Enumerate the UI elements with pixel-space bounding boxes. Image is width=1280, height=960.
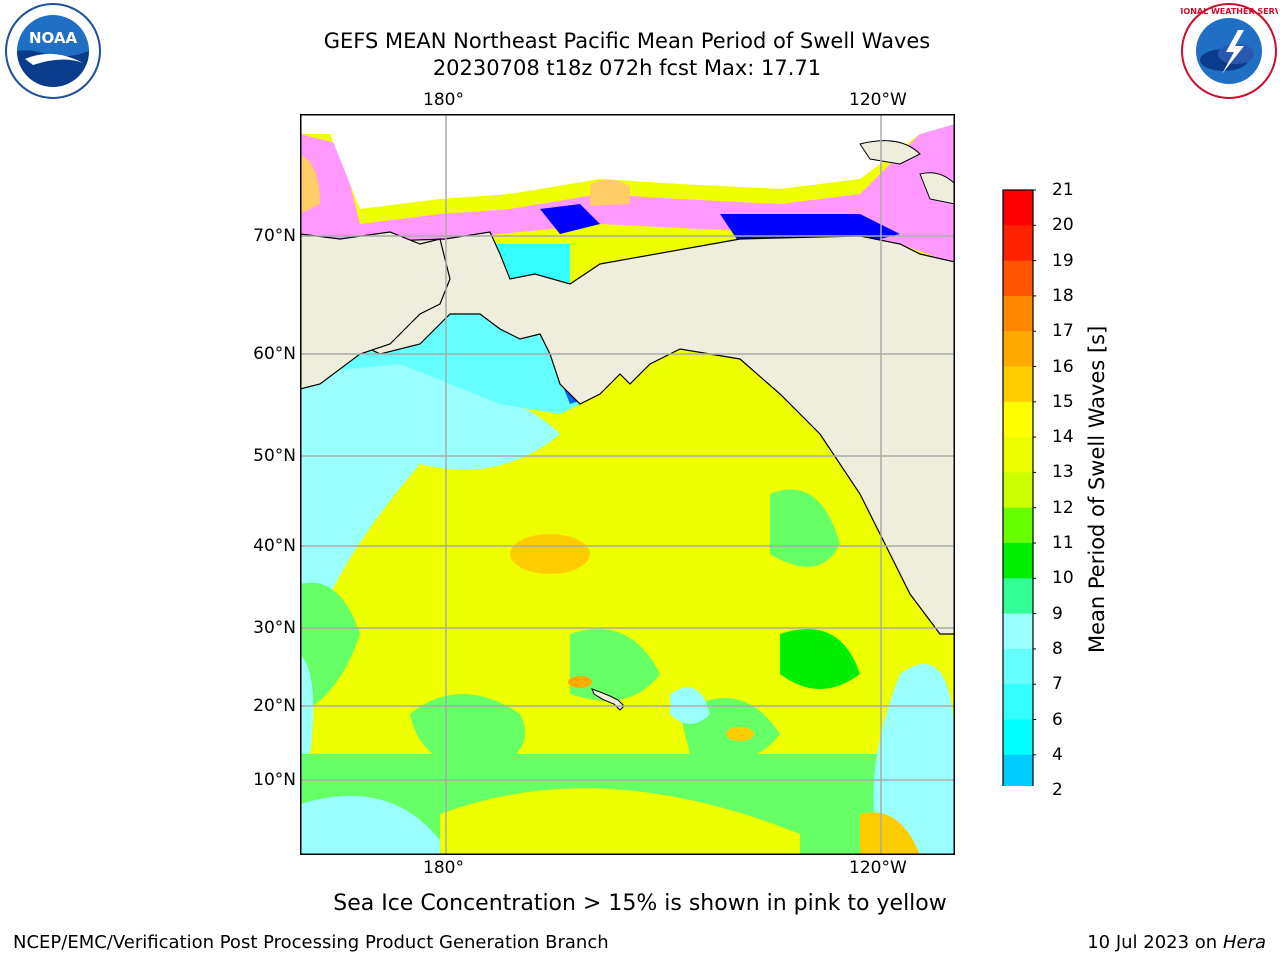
arctic-ice-yellow2 [300, 154, 320, 214]
colorbar-swatch [1003, 190, 1033, 226]
colorbar-title: Mean Period of Swell Waves [s] [1085, 325, 1109, 653]
footer-date: 10 Jul 2023 on Hera [1087, 932, 1266, 954]
colorbar-tick-label: 7 [1052, 674, 1063, 695]
colorbar-swatch [1003, 648, 1033, 685]
ocean-sw-cyan [300, 795, 450, 855]
footer-date-text: 10 Jul 2023 on [1087, 932, 1218, 953]
colorbar-tick-label: 17 [1052, 321, 1074, 342]
noaa-logo: NOAA [3, 3, 103, 99]
footer-machine: Hera [1222, 932, 1266, 953]
lat-label-10n: 10°N [253, 770, 296, 790]
arctic-island-2 [919, 172, 955, 205]
colorbar-swatch [1003, 507, 1033, 544]
colorbar-swatch [1003, 754, 1033, 791]
colorbar [1000, 186, 1036, 855]
nws-logo-text: NATIONAL WEATHER SERVICE [1180, 7, 1278, 16]
siberia-land [300, 231, 451, 390]
colorbar-swatch [1003, 331, 1033, 367]
colorbar-tick-label: 12 [1052, 497, 1074, 518]
lat-label-70n: 70°N [253, 226, 296, 246]
colorbar-tick-label: 4 [1052, 744, 1063, 765]
ocean-orange-spot1 [568, 676, 592, 688]
arctic-white [300, 114, 955, 209]
map-panel [300, 114, 955, 855]
chart-title: GEFS MEAN Northeast Pacific Mean Period … [323, 29, 931, 53]
colorbar-tick-label: 10 [1052, 568, 1074, 589]
ocean-se-cyan [873, 664, 955, 855]
ocean-orange-spot2 [726, 727, 754, 741]
colorbar-swatch [1003, 437, 1033, 473]
colorbar-tick-label: 15 [1052, 391, 1074, 412]
colorbar-swatch [1003, 260, 1033, 297]
colorbar-swatch [1003, 719, 1033, 756]
colorbar-tick-label: 8 [1052, 638, 1063, 659]
ocean-green-patch2 [570, 629, 660, 701]
colorbar-tick-label: 21 [1052, 180, 1074, 200]
lat-label-50n: 50°N [253, 446, 296, 466]
ocean-green-patch1 [410, 694, 525, 774]
colorbar-tick-label: 14 [1052, 427, 1074, 448]
ocean-green-patch5 [780, 629, 860, 689]
lon-label-bottom-120w: 120°W [849, 858, 907, 878]
noaa-logo-text: NOAA [29, 29, 78, 47]
chart-subtitle: 20230708 t18z 072h fcst Max: 17.71 [432, 56, 822, 80]
colorbar-tick-label: 9 [1052, 603, 1063, 624]
colorbar-tick-label: 20 [1052, 215, 1074, 236]
hawaii-islands [591, 688, 625, 711]
colorbar-swatch [1003, 578, 1033, 615]
lat-label-40n: 40°N [253, 536, 296, 556]
ocean-west-cyan2 [300, 654, 314, 754]
lon-label-top-180: 180° [423, 90, 464, 110]
colorbar-swatch [1003, 684, 1033, 720]
ocean-se-orange [860, 812, 920, 855]
chukchi-blue [540, 204, 600, 234]
ocean-south-yellow [440, 788, 800, 855]
colorbar-swatch [1003, 366, 1033, 403]
nws-logo: NATIONAL WEATHER SERVICE [1163, 2, 1280, 100]
colorbar-swatch [1003, 472, 1033, 509]
colorbar-tick-label: 6 [1052, 709, 1063, 730]
ocean-west-cyan [300, 351, 560, 674]
colorbar-swatch [1003, 401, 1033, 438]
colorbar-swatch [1003, 225, 1033, 262]
colorbar-tick-label: 2 [1052, 780, 1063, 801]
sea-ice-caption: Sea Ice Concentration > 15% is shown in … [333, 891, 947, 916]
ocean-green-patch3 [770, 489, 840, 567]
colorbar-tick-label: 11 [1052, 533, 1074, 553]
lon-label-bottom-180: 180° [423, 858, 464, 878]
colorbar-swatch [1003, 543, 1033, 579]
colorbar-svg [1001, 189, 1036, 855]
lat-label-30n: 30°N [253, 618, 296, 638]
colorbar-tick-label: 16 [1052, 356, 1074, 377]
arctic-ice-yellow1 [590, 179, 630, 206]
colorbar-tick-label: 18 [1052, 285, 1074, 306]
map-svg [300, 114, 955, 855]
lat-label-60n: 60°N [253, 344, 296, 364]
lat-label-20n: 20°N [253, 696, 296, 716]
arctic-island-1 [859, 140, 921, 165]
colorbar-labels: 21 20 19 18 17 16 15 14 13 12 11 10 9 8 7 6 4 2 [1052, 0, 1112, 960]
colorbar-tick-label: 19 [1052, 250, 1074, 271]
lon-label-top-120w: 120°W [849, 90, 907, 110]
colorbar-swatch [1003, 613, 1033, 650]
ocean-west-green [300, 582, 360, 714]
colorbar-tick-label: 13 [1052, 462, 1074, 483]
map-frame [300, 114, 955, 855]
graticule [300, 114, 955, 855]
ocean-orange-spot3 [510, 534, 590, 574]
footer-credit: NCEP/EMC/Verification Post Processing Pr… [13, 932, 609, 953]
colorbar-swatch [1003, 295, 1033, 332]
